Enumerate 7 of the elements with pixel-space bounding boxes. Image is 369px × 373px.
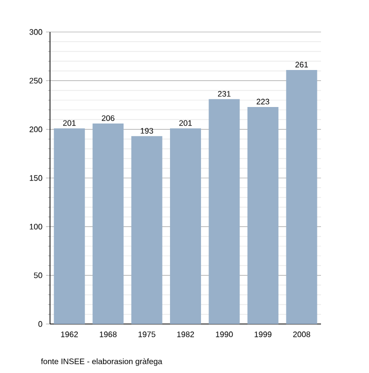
- bar: [247, 106, 278, 324]
- bar: [170, 128, 201, 324]
- bar: [286, 70, 317, 324]
- bar: [54, 128, 85, 324]
- bar: [92, 123, 124, 324]
- bar: [131, 136, 162, 324]
- bar: [208, 99, 240, 324]
